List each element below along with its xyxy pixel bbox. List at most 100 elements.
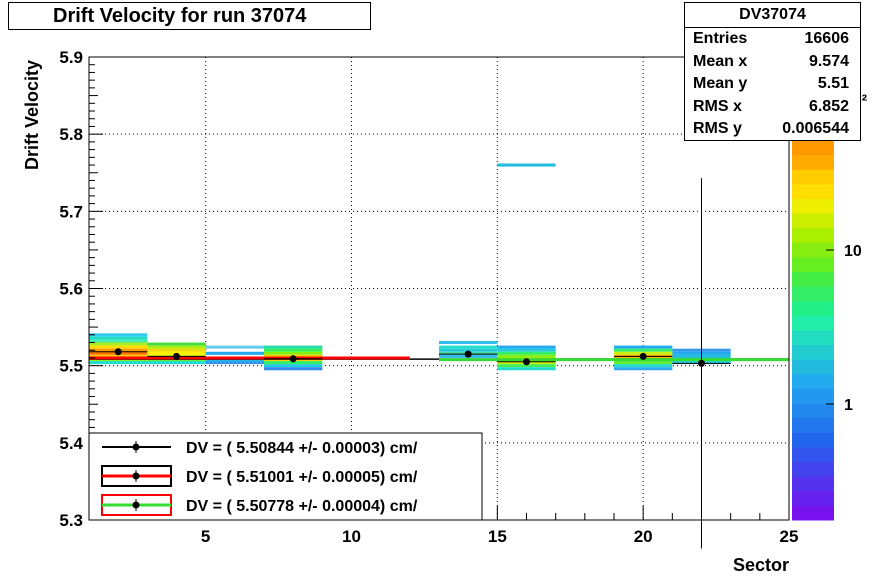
heatmap-cell bbox=[497, 345, 556, 349]
color-scale-label: 10 bbox=[844, 243, 862, 260]
heatmap-cell bbox=[497, 367, 556, 371]
color-scale: 11010² bbox=[792, 93, 867, 521]
color-scale-band bbox=[792, 476, 834, 492]
heatmap-cell bbox=[264, 351, 323, 355]
heatmap-cell bbox=[439, 348, 498, 352]
data-point bbox=[173, 352, 180, 360]
heatmap-cell bbox=[264, 348, 323, 352]
data-point bbox=[464, 350, 472, 358]
color-scale-band bbox=[792, 300, 834, 316]
color-scale-band bbox=[792, 373, 834, 389]
heatmap-cell bbox=[614, 364, 673, 368]
color-scale-band bbox=[792, 256, 834, 273]
stats-value: 9.574 bbox=[808, 52, 849, 70]
x-tick-label: 20 bbox=[634, 527, 653, 546]
heatmap-cell bbox=[89, 333, 148, 337]
heatmap-cell bbox=[497, 348, 556, 352]
color-scale-band bbox=[792, 227, 834, 243]
y-tick-label: 5.3 bbox=[59, 511, 83, 530]
heatmap-cell bbox=[497, 163, 556, 167]
stats-row-mean-y: Mean y 5.51 bbox=[685, 73, 860, 96]
heatmap-cell bbox=[205, 351, 264, 355]
color-scale-band bbox=[792, 505, 834, 521]
color-scale-band bbox=[792, 271, 834, 287]
heatmap-cell bbox=[439, 345, 498, 349]
stats-label: Mean x bbox=[693, 52, 748, 70]
y-tick-label: 5.9 bbox=[59, 48, 83, 67]
color-scale-band bbox=[792, 286, 834, 302]
heatmap-cell bbox=[89, 345, 148, 349]
heatmap-cell bbox=[89, 342, 148, 346]
color-scale-band bbox=[792, 417, 834, 433]
y-tick-label: 5.8 bbox=[59, 125, 83, 144]
heatmap-cell bbox=[89, 339, 148, 343]
stats-value: 16606 bbox=[804, 30, 850, 47]
heatmap-cell bbox=[264, 345, 323, 349]
y-tick-label: 5.5 bbox=[59, 357, 83, 376]
color-scale-band bbox=[792, 490, 834, 506]
heatmap-cell bbox=[614, 367, 673, 371]
stats-row-rms-x: RMS x 6.852 bbox=[685, 96, 860, 119]
heatmap-cell bbox=[497, 351, 556, 355]
stats-box: DV37074 Entries 16606 Mean x 9.574 Mean … bbox=[684, 2, 861, 141]
y-axis-label: Drift Velocity bbox=[22, 60, 42, 170]
color-scale-band bbox=[792, 359, 834, 375]
chart-title: Drift Velocity for run 37074 bbox=[8, 2, 371, 30]
data-point bbox=[639, 352, 647, 360]
legend-label: DV = ( 5.50778 +/- 0.00004) cm/ bbox=[186, 498, 418, 515]
heatmap-cell bbox=[497, 354, 556, 358]
stats-row-rms-y: RMS y 0.006544 bbox=[685, 118, 860, 141]
heatmap-cell bbox=[147, 361, 206, 365]
stats-label: Mean y bbox=[693, 75, 748, 92]
legend-label: DV = ( 5.50844 +/- 0.00003) cm/ bbox=[186, 440, 418, 457]
y-tick-label: 5.6 bbox=[59, 280, 83, 299]
color-scale-band bbox=[792, 154, 834, 170]
color-scale-band bbox=[792, 403, 834, 419]
color-scale-band bbox=[792, 198, 834, 214]
data-point bbox=[114, 348, 122, 356]
heatmap-cell bbox=[439, 340, 498, 345]
x-tick-label: 25 bbox=[780, 527, 799, 546]
heatmap-cell bbox=[147, 345, 206, 349]
heatmap-cell bbox=[89, 336, 148, 340]
heatmap-cell bbox=[497, 364, 556, 368]
heatmap-cell bbox=[147, 342, 206, 346]
x-tick-label: 15 bbox=[488, 527, 507, 546]
y-tick-label: 5.7 bbox=[59, 202, 83, 221]
stats-label: RMS x bbox=[693, 97, 742, 115]
color-scale-band bbox=[792, 315, 834, 331]
heatmap-cell bbox=[614, 345, 673, 349]
color-scale-band bbox=[792, 242, 834, 258]
stats-row-mean-x: Mean x 9.574 bbox=[685, 51, 860, 74]
fit-lines bbox=[89, 356, 789, 362]
heatmap-cell bbox=[89, 361, 148, 365]
heatmap-cell bbox=[89, 354, 148, 358]
heatmap-cell bbox=[147, 348, 206, 352]
heatmap-cell bbox=[264, 361, 323, 365]
color-scale-band bbox=[792, 388, 834, 404]
x-tick-label: 10 bbox=[342, 527, 361, 546]
profile-points bbox=[89, 178, 731, 549]
axes: 5 10 15 20 25 5.3 5.4 5.5 5.6 5.7 5.8 5.9 bbox=[59, 48, 798, 546]
stats-label: Entries bbox=[693, 30, 748, 47]
data-point bbox=[698, 359, 705, 367]
heatmap-cell bbox=[205, 345, 264, 349]
heatmap-cell bbox=[264, 367, 323, 371]
color-scale-label: 1 bbox=[844, 397, 853, 414]
stats-value: 0.006544 bbox=[782, 120, 849, 137]
color-scale-band bbox=[792, 330, 834, 346]
heatmap-cell bbox=[205, 361, 264, 365]
heatmap-cell bbox=[614, 361, 673, 365]
color-scale-band bbox=[792, 183, 834, 199]
data-point bbox=[523, 358, 530, 366]
stats-value: 5.51 bbox=[817, 75, 849, 92]
color-scale-band bbox=[792, 461, 834, 477]
data-point bbox=[289, 355, 297, 363]
color-scale-band bbox=[792, 140, 834, 156]
legend-label: DV = ( 5.51001 +/- 0.00005) cm/ bbox=[186, 469, 418, 486]
x-tick-label: 5 bbox=[201, 527, 210, 546]
color-scale-band bbox=[792, 213, 834, 229]
stats-row-entries: Entries 16606 bbox=[685, 28, 860, 51]
heatmap-cell bbox=[264, 364, 323, 368]
